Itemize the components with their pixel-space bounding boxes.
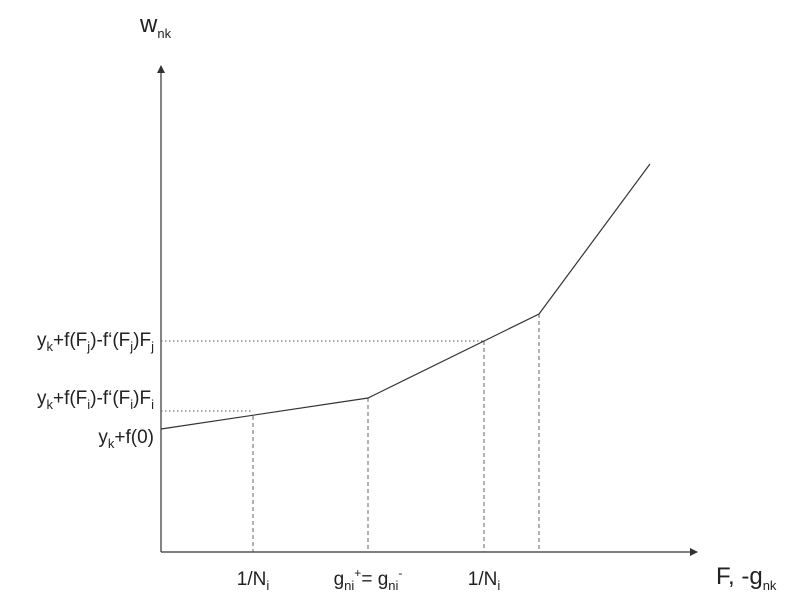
x-axis-label: F, -gnk — [716, 563, 777, 593]
xtick-1-over-ni: 1/Ni — [237, 569, 270, 593]
xtick-1-over-ni-2: 1/Ni — [468, 569, 501, 593]
piecewise-curve — [161, 164, 650, 429]
ytick-yj: yk+f(Fj)-f‘(Fj)Fj — [37, 330, 154, 354]
ytick-y0: yk+f(0) — [98, 427, 154, 451]
xtick-gni: gni+= gni- — [334, 566, 403, 593]
ytick-yi: yk+f(Fi)-f‘(Fi)Fi — [37, 388, 154, 412]
y-axis-label: wnk — [139, 11, 172, 41]
